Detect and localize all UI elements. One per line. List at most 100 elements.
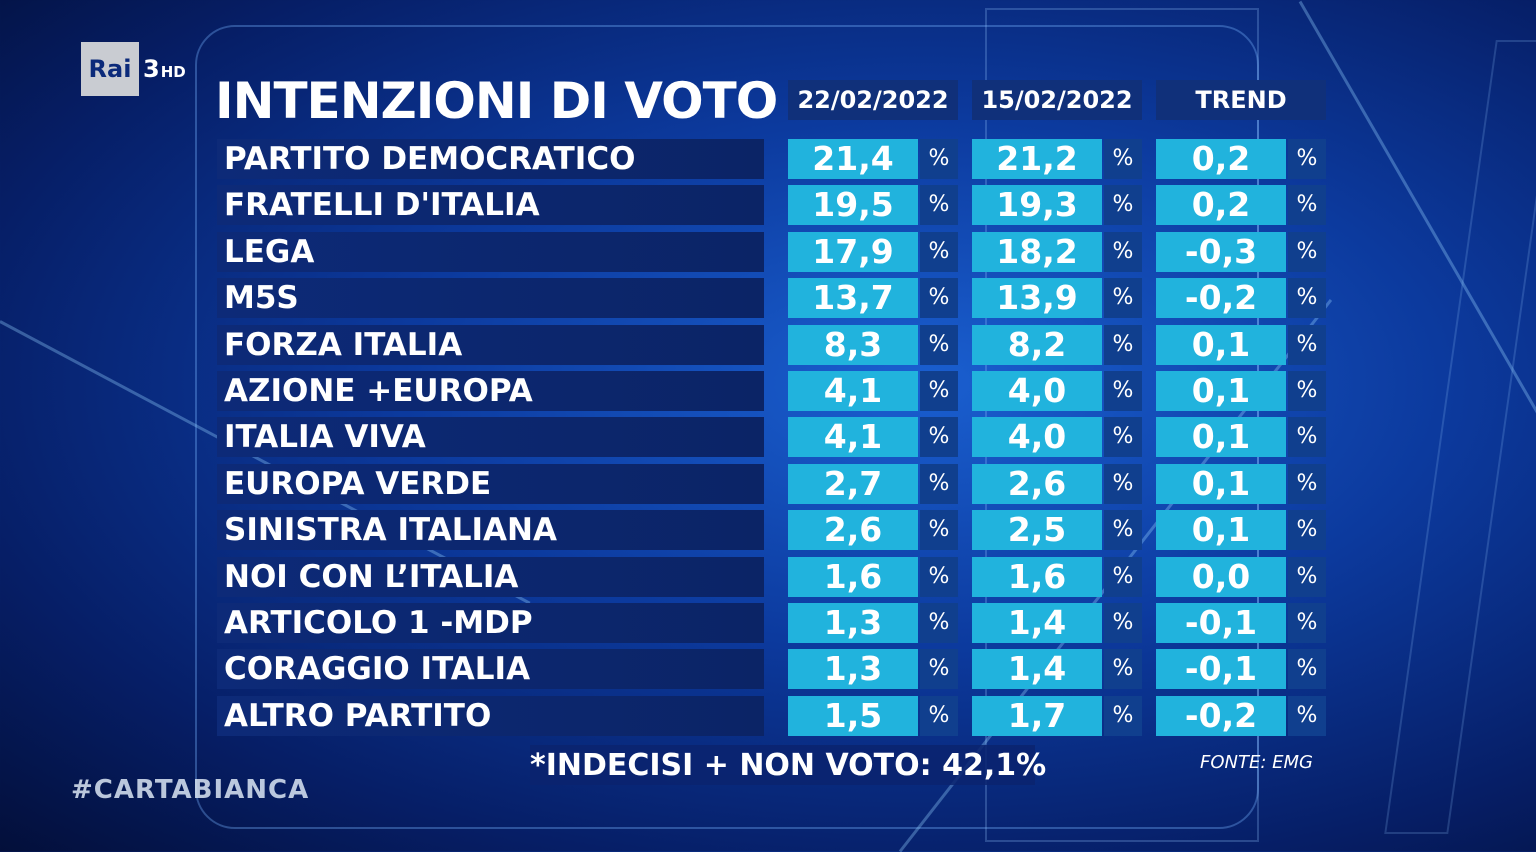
vote-value: 2,5 [972, 510, 1102, 550]
trend-value: 0,2 [1156, 139, 1286, 179]
vote-value: 19,5 [788, 185, 918, 225]
vote-value: 8,2 [972, 325, 1102, 365]
percent-sign: % [1104, 510, 1142, 550]
party-label: ALTRO PARTITO [217, 696, 764, 736]
percent-sign: % [1288, 185, 1326, 225]
party-label: FORZA ITALIA [217, 325, 764, 365]
background-frame [1384, 40, 1536, 834]
party-label: ARTICOLO 1 -MDP [217, 603, 764, 643]
source-label: FONTE: EMG [1200, 752, 1313, 773]
channel-number: 3 [143, 55, 160, 83]
vote-value: 4,1 [788, 417, 918, 457]
trend-value: -0,3 [1156, 232, 1286, 272]
vote-value: 2,6 [788, 510, 918, 550]
vote-value: 8,3 [788, 325, 918, 365]
vote-value: 19,3 [972, 185, 1102, 225]
vote-value: 1,5 [788, 696, 918, 736]
party-label: EUROPA VERDE [217, 464, 764, 504]
percent-sign: % [920, 649, 958, 689]
vote-value: 1,7 [972, 696, 1102, 736]
trend-value: -0,2 [1156, 278, 1286, 318]
vote-value: 13,9 [972, 278, 1102, 318]
party-label: NOI CON L’ITALIA [217, 557, 764, 597]
trend-value: 0,1 [1156, 417, 1286, 457]
percent-sign: % [1288, 464, 1326, 504]
vote-value: 13,7 [788, 278, 918, 318]
percent-sign: % [920, 464, 958, 504]
percent-sign: % [1288, 325, 1326, 365]
percent-sign: % [1104, 649, 1142, 689]
percent-sign: % [1288, 139, 1326, 179]
percent-sign: % [1288, 232, 1326, 272]
chart-title: INTENZIONI DI VOTO [215, 72, 778, 130]
trend-value: 0,1 [1156, 325, 1286, 365]
party-label: ITALIA VIVA [217, 417, 764, 457]
vote-value: 2,7 [788, 464, 918, 504]
trend-value: -0,1 [1156, 649, 1286, 689]
vote-value: 1,4 [972, 603, 1102, 643]
show-hashtag: #CARTABIANCA [71, 775, 310, 805]
vote-value: 1,3 [788, 603, 918, 643]
vote-value: 21,2 [972, 139, 1102, 179]
percent-sign: % [920, 185, 958, 225]
party-label: CORAGGIO ITALIA [217, 649, 764, 689]
vote-value: 4,0 [972, 417, 1102, 457]
percent-sign: % [1288, 649, 1326, 689]
percent-sign: % [920, 510, 958, 550]
party-label: LEGA [217, 232, 764, 272]
percent-sign: % [1104, 696, 1142, 736]
column-header-date1: 22/02/2022 [788, 80, 958, 120]
party-label: AZIONE +EUROPA [217, 371, 764, 411]
percent-sign: % [920, 417, 958, 457]
column-header-trend: TREND [1156, 80, 1326, 120]
vote-value: 4,1 [788, 371, 918, 411]
percent-sign: % [1104, 278, 1142, 318]
percent-sign: % [920, 603, 958, 643]
channel-logo: Rai 3 HD [81, 42, 186, 96]
percent-sign: % [920, 696, 958, 736]
percent-sign: % [1104, 371, 1142, 411]
footnote-undecided: *INDECISI + NON VOTO: 42,1% [530, 745, 1046, 785]
vote-value: 1,6 [788, 557, 918, 597]
percent-sign: % [1104, 603, 1142, 643]
percent-sign: % [920, 371, 958, 411]
hd-badge: HD [160, 63, 186, 81]
trend-value: -0,2 [1156, 696, 1286, 736]
vote-value: 21,4 [788, 139, 918, 179]
vote-value: 18,2 [972, 232, 1102, 272]
rai-logo: Rai [81, 42, 139, 96]
percent-sign: % [1288, 603, 1326, 643]
percent-sign: % [1104, 557, 1142, 597]
percent-sign: % [1104, 464, 1142, 504]
party-label: M5S [217, 278, 764, 318]
percent-sign: % [1288, 417, 1326, 457]
percent-sign: % [1104, 139, 1142, 179]
percent-sign: % [1104, 185, 1142, 225]
percent-sign: % [920, 139, 958, 179]
percent-sign: % [1104, 232, 1142, 272]
party-label: SINISTRA ITALIANA [217, 510, 764, 550]
percent-sign: % [1288, 557, 1326, 597]
vote-value: 1,4 [972, 649, 1102, 689]
percent-sign: % [920, 232, 958, 272]
percent-sign: % [1288, 696, 1326, 736]
background-beam [1298, 0, 1536, 436]
percent-sign: % [920, 278, 958, 318]
vote-value: 2,6 [972, 464, 1102, 504]
trend-value: 0,1 [1156, 371, 1286, 411]
vote-value: 4,0 [972, 371, 1102, 411]
percent-sign: % [1288, 278, 1326, 318]
party-label: FRATELLI D'ITALIA [217, 185, 764, 225]
percent-sign: % [1104, 417, 1142, 457]
trend-value: -0,1 [1156, 603, 1286, 643]
trend-value: 0,0 [1156, 557, 1286, 597]
vote-value: 17,9 [788, 232, 918, 272]
percent-sign: % [920, 325, 958, 365]
percent-sign: % [920, 557, 958, 597]
trend-value: 0,2 [1156, 185, 1286, 225]
column-header-date2: 15/02/2022 [972, 80, 1142, 120]
trend-value: 0,1 [1156, 510, 1286, 550]
percent-sign: % [1288, 371, 1326, 411]
party-label: PARTITO DEMOCRATICO [217, 139, 764, 179]
trend-value: 0,1 [1156, 464, 1286, 504]
